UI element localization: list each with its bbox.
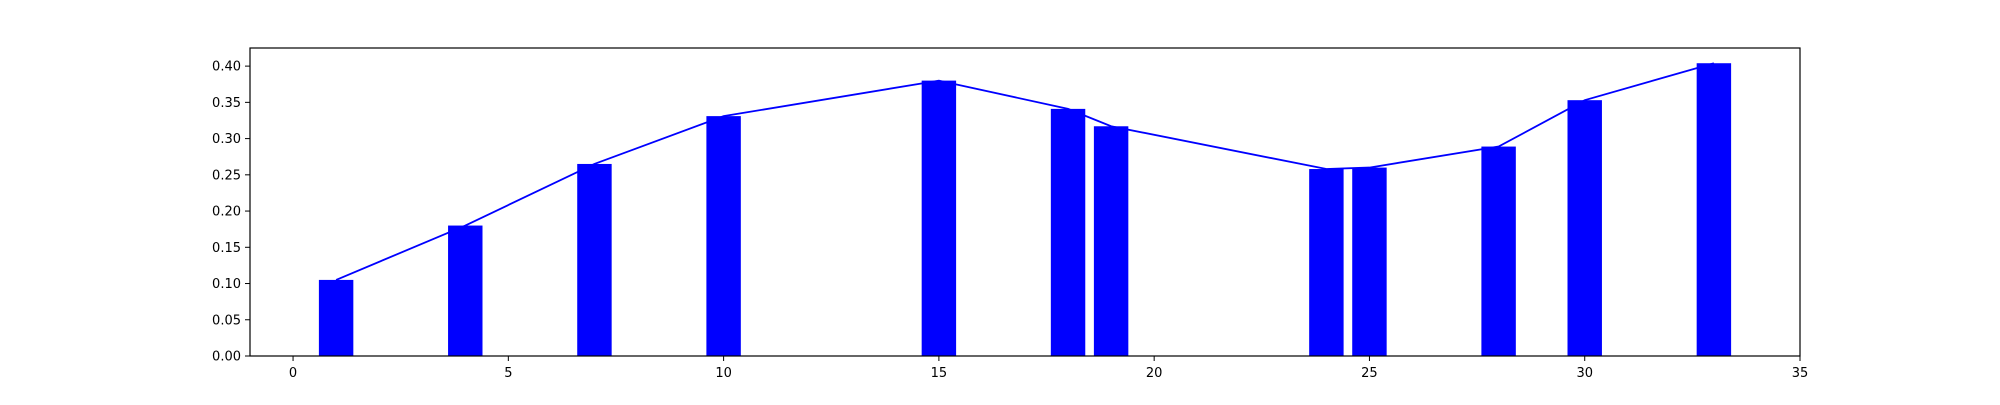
trend-line [335, 62, 1715, 281]
bar-0 [318, 279, 354, 356]
bar-8 [1352, 167, 1387, 356]
plot-frame [249, 47, 1801, 357]
bar-2 [577, 163, 612, 356]
bar-11 [1696, 63, 1732, 356]
bars-group [318, 63, 1732, 357]
x-tick-label-7: 35 [1792, 366, 1809, 381]
y-tick-label-0: 0.00 [212, 350, 241, 365]
bar-7 [1309, 169, 1344, 356]
y-axis: 0.00 0.05 0.10 0.15 0.20 0.25 0.30 0.35 0.40 [212, 60, 250, 365]
y-tick-label-2: 0.10 [212, 277, 241, 292]
x-axis: 0 5 10 15 20 25 30 35 [289, 356, 1808, 381]
x-tick-label-4: 20 [1146, 366, 1163, 381]
x-tick-label-6: 30 [1576, 366, 1593, 381]
y-tick-label-8: 0.40 [212, 60, 241, 75]
bar-10 [1567, 100, 1602, 357]
x-tick-label-5: 25 [1361, 366, 1378, 381]
trend-line-group [335, 62, 1715, 281]
x-tick-label-1: 5 [504, 366, 512, 381]
y-tick-label-1: 0.05 [212, 313, 241, 328]
x-tick-label-2: 10 [715, 366, 732, 381]
bar-6 [1093, 126, 1129, 357]
bar-4 [921, 80, 957, 357]
x-tick-label-3: 15 [931, 366, 948, 381]
bar-3 [706, 116, 741, 357]
bar-9 [1481, 146, 1516, 356]
bar-1 [448, 225, 483, 356]
x-tick-label-0: 0 [289, 366, 297, 381]
y-tick-label-7: 0.35 [212, 96, 241, 111]
bar-5 [1050, 108, 1086, 356]
y-tick-label-4: 0.20 [212, 205, 241, 220]
y-tick-label-5: 0.25 [212, 168, 241, 183]
y-tick-label-3: 0.15 [212, 241, 241, 256]
y-tick-label-6: 0.30 [212, 132, 241, 147]
